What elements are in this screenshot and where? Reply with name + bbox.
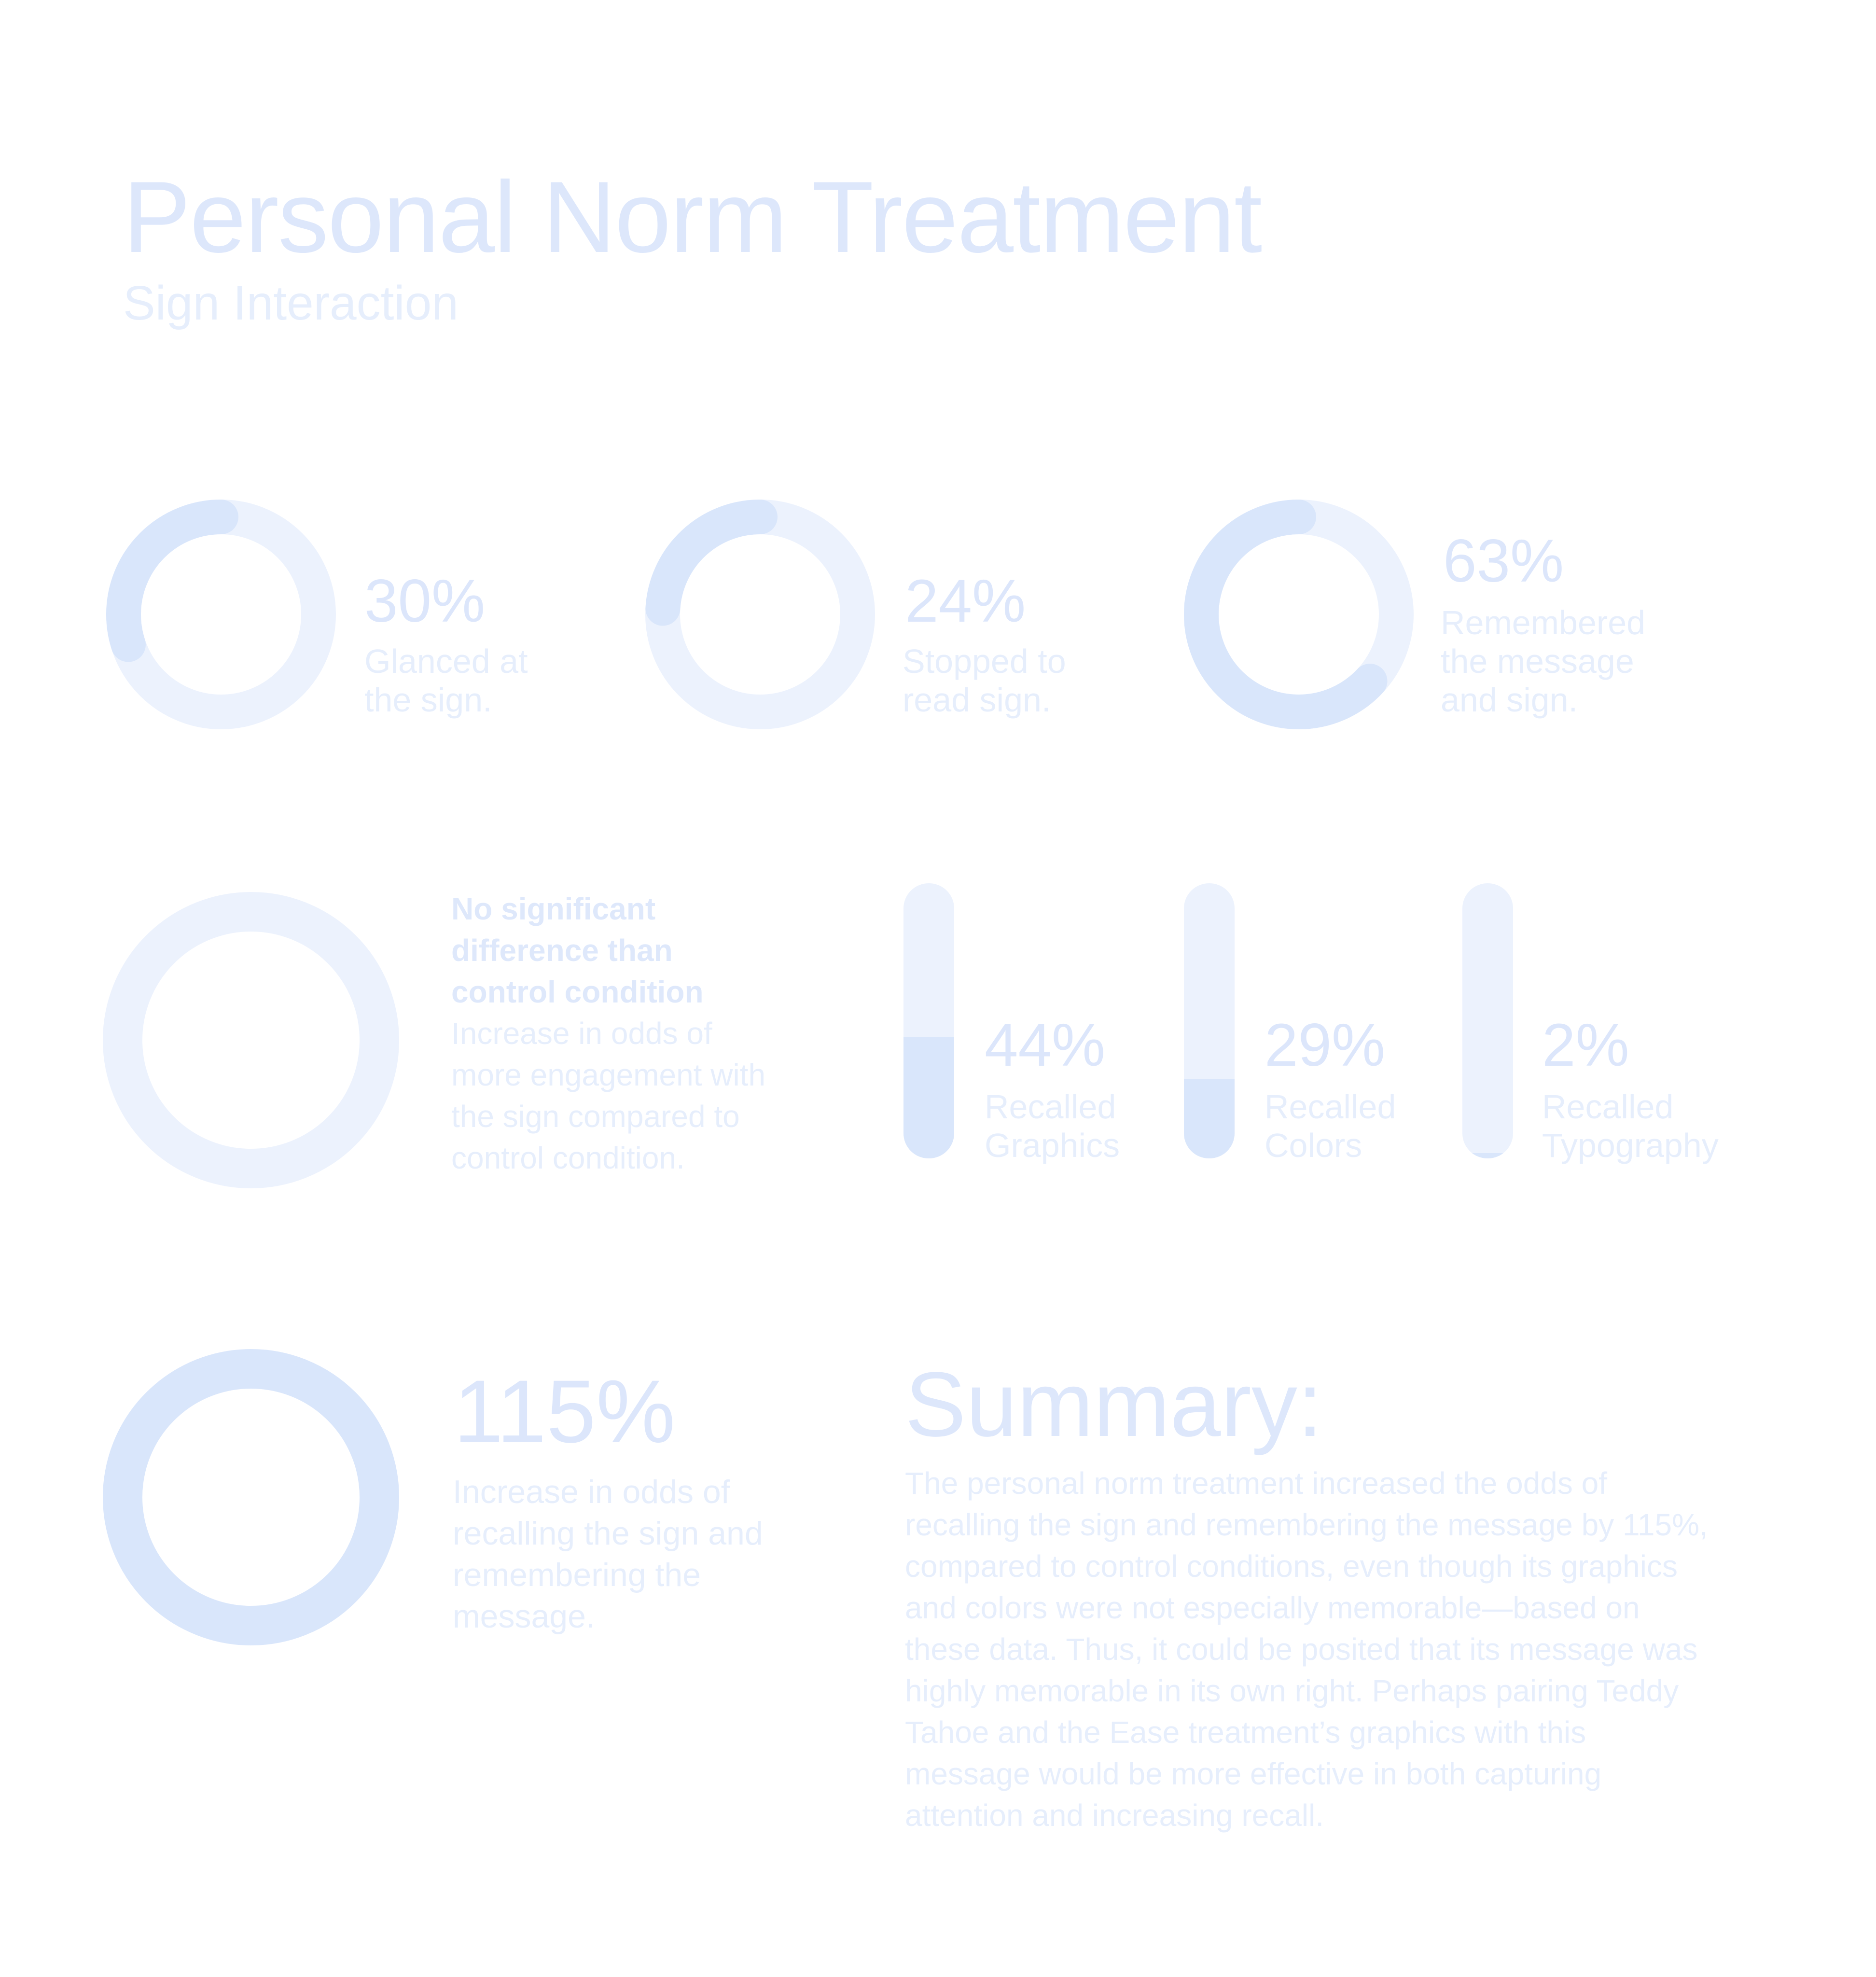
bar-fill-typography [1462,1153,1513,1158]
bar-value-graphics: 44% [985,1012,1106,1079]
recall-description: Increase in odds of recalling the sign a… [453,1474,763,1635]
donut-ring-remembered [1184,500,1414,729]
bar-track-colors [1184,883,1235,1158]
donut-label-remembered: Remembered the message and sign. [1441,604,1646,719]
summary-body: The personal norm treatment increased th… [905,1466,1708,1833]
donut-fill-arc [645,500,875,729]
donut-label-glanced: Glanced at the sign. [364,642,528,719]
bar-value-typography: 2% [1542,1012,1629,1079]
donut-ring-glanced [106,500,336,729]
engagement-heading: No significant difference than control c… [451,891,704,1009]
donut-value-glanced: 30% [364,568,486,635]
bar-label-graphics: Recalled Graphics [985,1088,1120,1164]
donut-value-remembered: 63% [1443,528,1564,595]
donut-fill-arc [106,500,336,729]
bar-track-graphics [903,883,954,1158]
recall-ring [103,1349,399,1645]
bar-label-colors: Recalled Colors [1265,1088,1396,1164]
page-subtitle: Sign Interaction [123,276,459,330]
donut-label-stopped: Stopped to read sign. [903,642,1066,719]
bar-fill-colors [1184,1078,1235,1158]
recall-ring-full [103,1349,399,1645]
donut-value-stopped: 24% [905,568,1026,635]
donut-fill-arc [1184,500,1414,729]
engagement-ring-track [103,892,399,1188]
recall-value: 115% [454,1362,676,1462]
bar-value-colors: 29% [1265,1012,1386,1079]
engagement-ring [103,892,399,1188]
bar-fill-graphics [903,1037,954,1158]
page-title: Personal Norm Treatment [123,160,1262,274]
donut-ring-stopped [645,500,875,729]
bar-label-typography: Recalled Typography [1542,1088,1719,1164]
summary-heading: Summary: [905,1353,1323,1456]
engagement-description: Increase in odds of more engagement with… [451,1016,766,1175]
bar-track-typography [1462,883,1513,1158]
